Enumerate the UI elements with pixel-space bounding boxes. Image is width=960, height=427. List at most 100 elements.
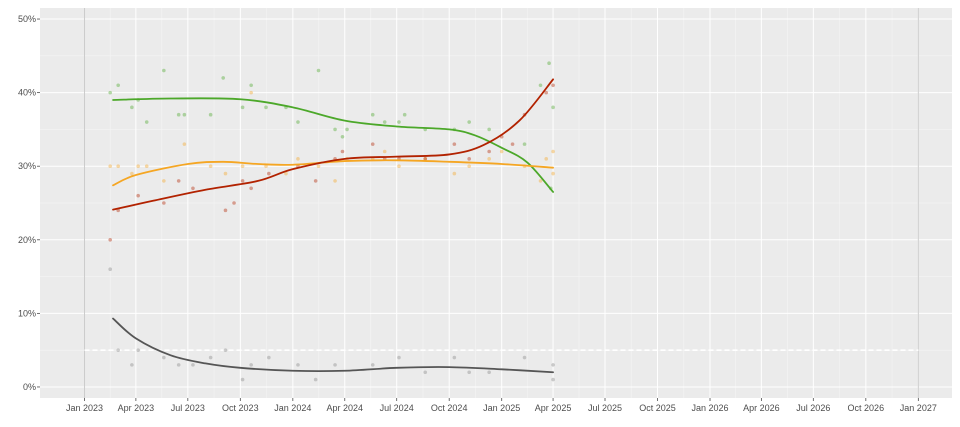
poll-point [467, 164, 471, 169]
poll-point [182, 112, 187, 117]
poll-point [370, 112, 375, 117]
poll-point [162, 355, 166, 360]
poll-point [223, 208, 228, 213]
poll-point [223, 348, 228, 352]
poll-point [144, 164, 149, 169]
poll-point [176, 179, 181, 183]
y-tick-label: 0% [23, 382, 36, 392]
poll-point [423, 157, 428, 161]
poll-point [108, 164, 112, 169]
x-tick-label: Jan 2026 [691, 403, 728, 413]
poll-point [182, 142, 187, 146]
poll-point [499, 149, 504, 154]
poll-point [136, 164, 140, 169]
poll-point [547, 61, 551, 65]
x-axis: Jan 2023 Apr 2023 Jul 2023 Oct 2023 Jan 2024… [66, 398, 937, 413]
y-tick-label: 30% [18, 161, 36, 171]
poll-point [551, 105, 555, 110]
x-tick-label: Jul 2026 [796, 403, 830, 413]
poll-point [313, 179, 318, 183]
poll-point [240, 377, 245, 382]
poll-point [208, 164, 213, 169]
poll-point [108, 237, 112, 242]
x-tick-label: Jan 2027 [900, 403, 937, 413]
poll-point [108, 90, 112, 95]
poll-point [452, 142, 457, 146]
poll-point [544, 90, 549, 95]
x-tick-label: Jul 2025 [588, 403, 622, 413]
poll-point [130, 363, 134, 367]
poll-point [544, 157, 549, 161]
poll-point [240, 164, 245, 169]
poll-point [264, 105, 268, 110]
x-tick-label: Jul 2024 [380, 403, 414, 413]
poll-point [316, 164, 321, 169]
x-tick-label: Oct 2023 [222, 403, 259, 413]
poll-point [249, 90, 253, 95]
poll-point [551, 377, 555, 382]
poll-point [116, 83, 120, 88]
major-gridlines [40, 8, 952, 398]
poll-point [487, 149, 491, 154]
poll-point [208, 112, 213, 117]
poll-point [313, 377, 318, 382]
poll-point [136, 348, 140, 352]
poll-point [223, 171, 228, 176]
x-tick-label: Apr 2025 [535, 403, 572, 413]
poll-point [370, 363, 375, 367]
y-axis: 0% 10% 20% 30% 40% 50% [18, 14, 40, 392]
poll-point [284, 171, 288, 176]
poll-point [382, 149, 387, 154]
poll-point [551, 149, 555, 154]
x-tick-label: Apr 2024 [326, 403, 363, 413]
x-tick-label: Jan 2023 [66, 403, 103, 413]
y-tick-label: 40% [18, 88, 36, 98]
x-tick-label: Jan 2025 [483, 403, 520, 413]
poll-point [551, 83, 555, 88]
poll-point [538, 179, 543, 183]
reference-lines [84, 8, 919, 398]
poll-point [487, 127, 491, 132]
poll-point [136, 193, 140, 198]
poll-point [333, 127, 337, 132]
poll-point [221, 76, 225, 80]
poll-point [382, 120, 387, 124]
poll-point [423, 157, 428, 161]
poll-point [108, 267, 112, 272]
x-tick-label: Oct 2025 [639, 403, 676, 413]
trend-line [112, 78, 554, 211]
poll-point [452, 355, 457, 360]
poll-point [551, 363, 555, 367]
poll-point [267, 171, 271, 176]
poll-point [522, 142, 527, 146]
poll-point [423, 370, 428, 375]
poll-point [116, 348, 120, 352]
x-tick-label: Apr 2023 [118, 403, 155, 413]
poll-point [397, 120, 401, 124]
poll-point [191, 186, 195, 191]
y-tick-label: 10% [18, 308, 36, 318]
poll-point [249, 363, 253, 367]
trend-lines [112, 78, 554, 374]
poll-point [467, 370, 471, 375]
poll-point [467, 157, 471, 161]
poll-point [487, 157, 491, 161]
poll-point [345, 127, 349, 132]
poll-point [162, 68, 166, 73]
poll-point [144, 120, 149, 124]
poll-point [296, 157, 300, 161]
poll-point [333, 363, 337, 367]
poll-point [116, 164, 120, 169]
poll-point [232, 201, 236, 205]
y-tick-label: 50% [18, 14, 36, 24]
poll-point [452, 171, 457, 176]
poll-point [176, 112, 181, 117]
poll-point [333, 179, 337, 183]
poll-point [296, 363, 300, 367]
poll-point [240, 179, 245, 183]
poll-point [162, 201, 166, 205]
poll-point [487, 370, 491, 375]
poll-point [296, 120, 300, 124]
minor-gridlines [40, 8, 952, 398]
poll-point [130, 171, 134, 176]
